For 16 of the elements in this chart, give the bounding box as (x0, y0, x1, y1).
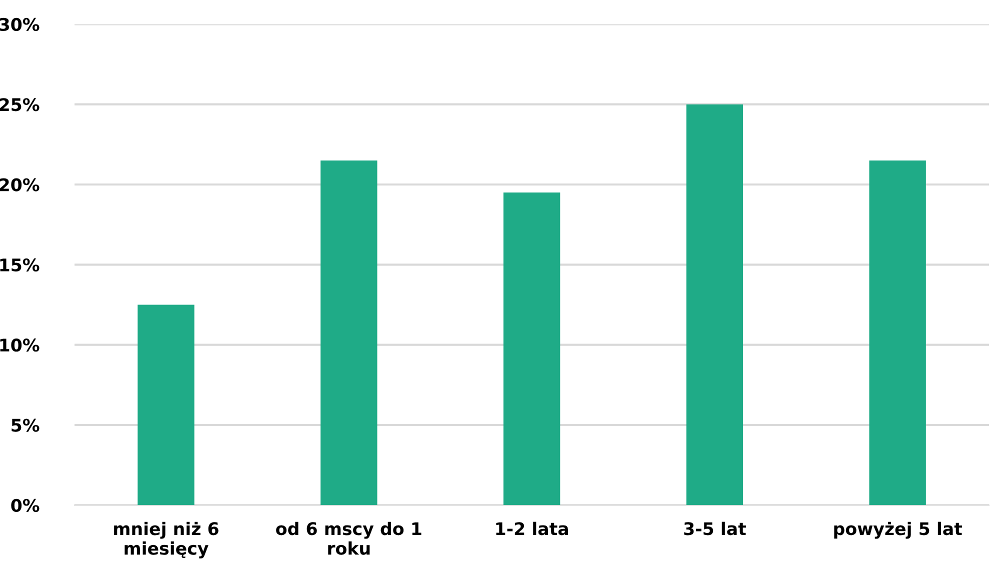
y-tick-label: 10% (0, 338, 40, 352)
bar (686, 104, 744, 506)
y-tick-label: 15% (0, 258, 40, 272)
y-tick-label: 0% (11, 498, 40, 512)
bar (138, 304, 194, 506)
x-tick-label: od 6 mscy do 1 roku (276, 522, 422, 555)
y-tick-label: 5% (12, 418, 40, 432)
y-tick-label: 25% (0, 98, 40, 112)
x-tick-label: powyżej 5 lat (834, 522, 962, 539)
x-tick-label: 1-2 lata (496, 522, 568, 536)
bar (503, 192, 560, 506)
y-tick-label: 20% (0, 178, 40, 192)
x-tick-label: mniej niż 6 miesięcy (114, 522, 218, 558)
bar (869, 160, 926, 506)
bar (320, 160, 378, 506)
x-tick-label: 3-5 lat (684, 522, 746, 536)
